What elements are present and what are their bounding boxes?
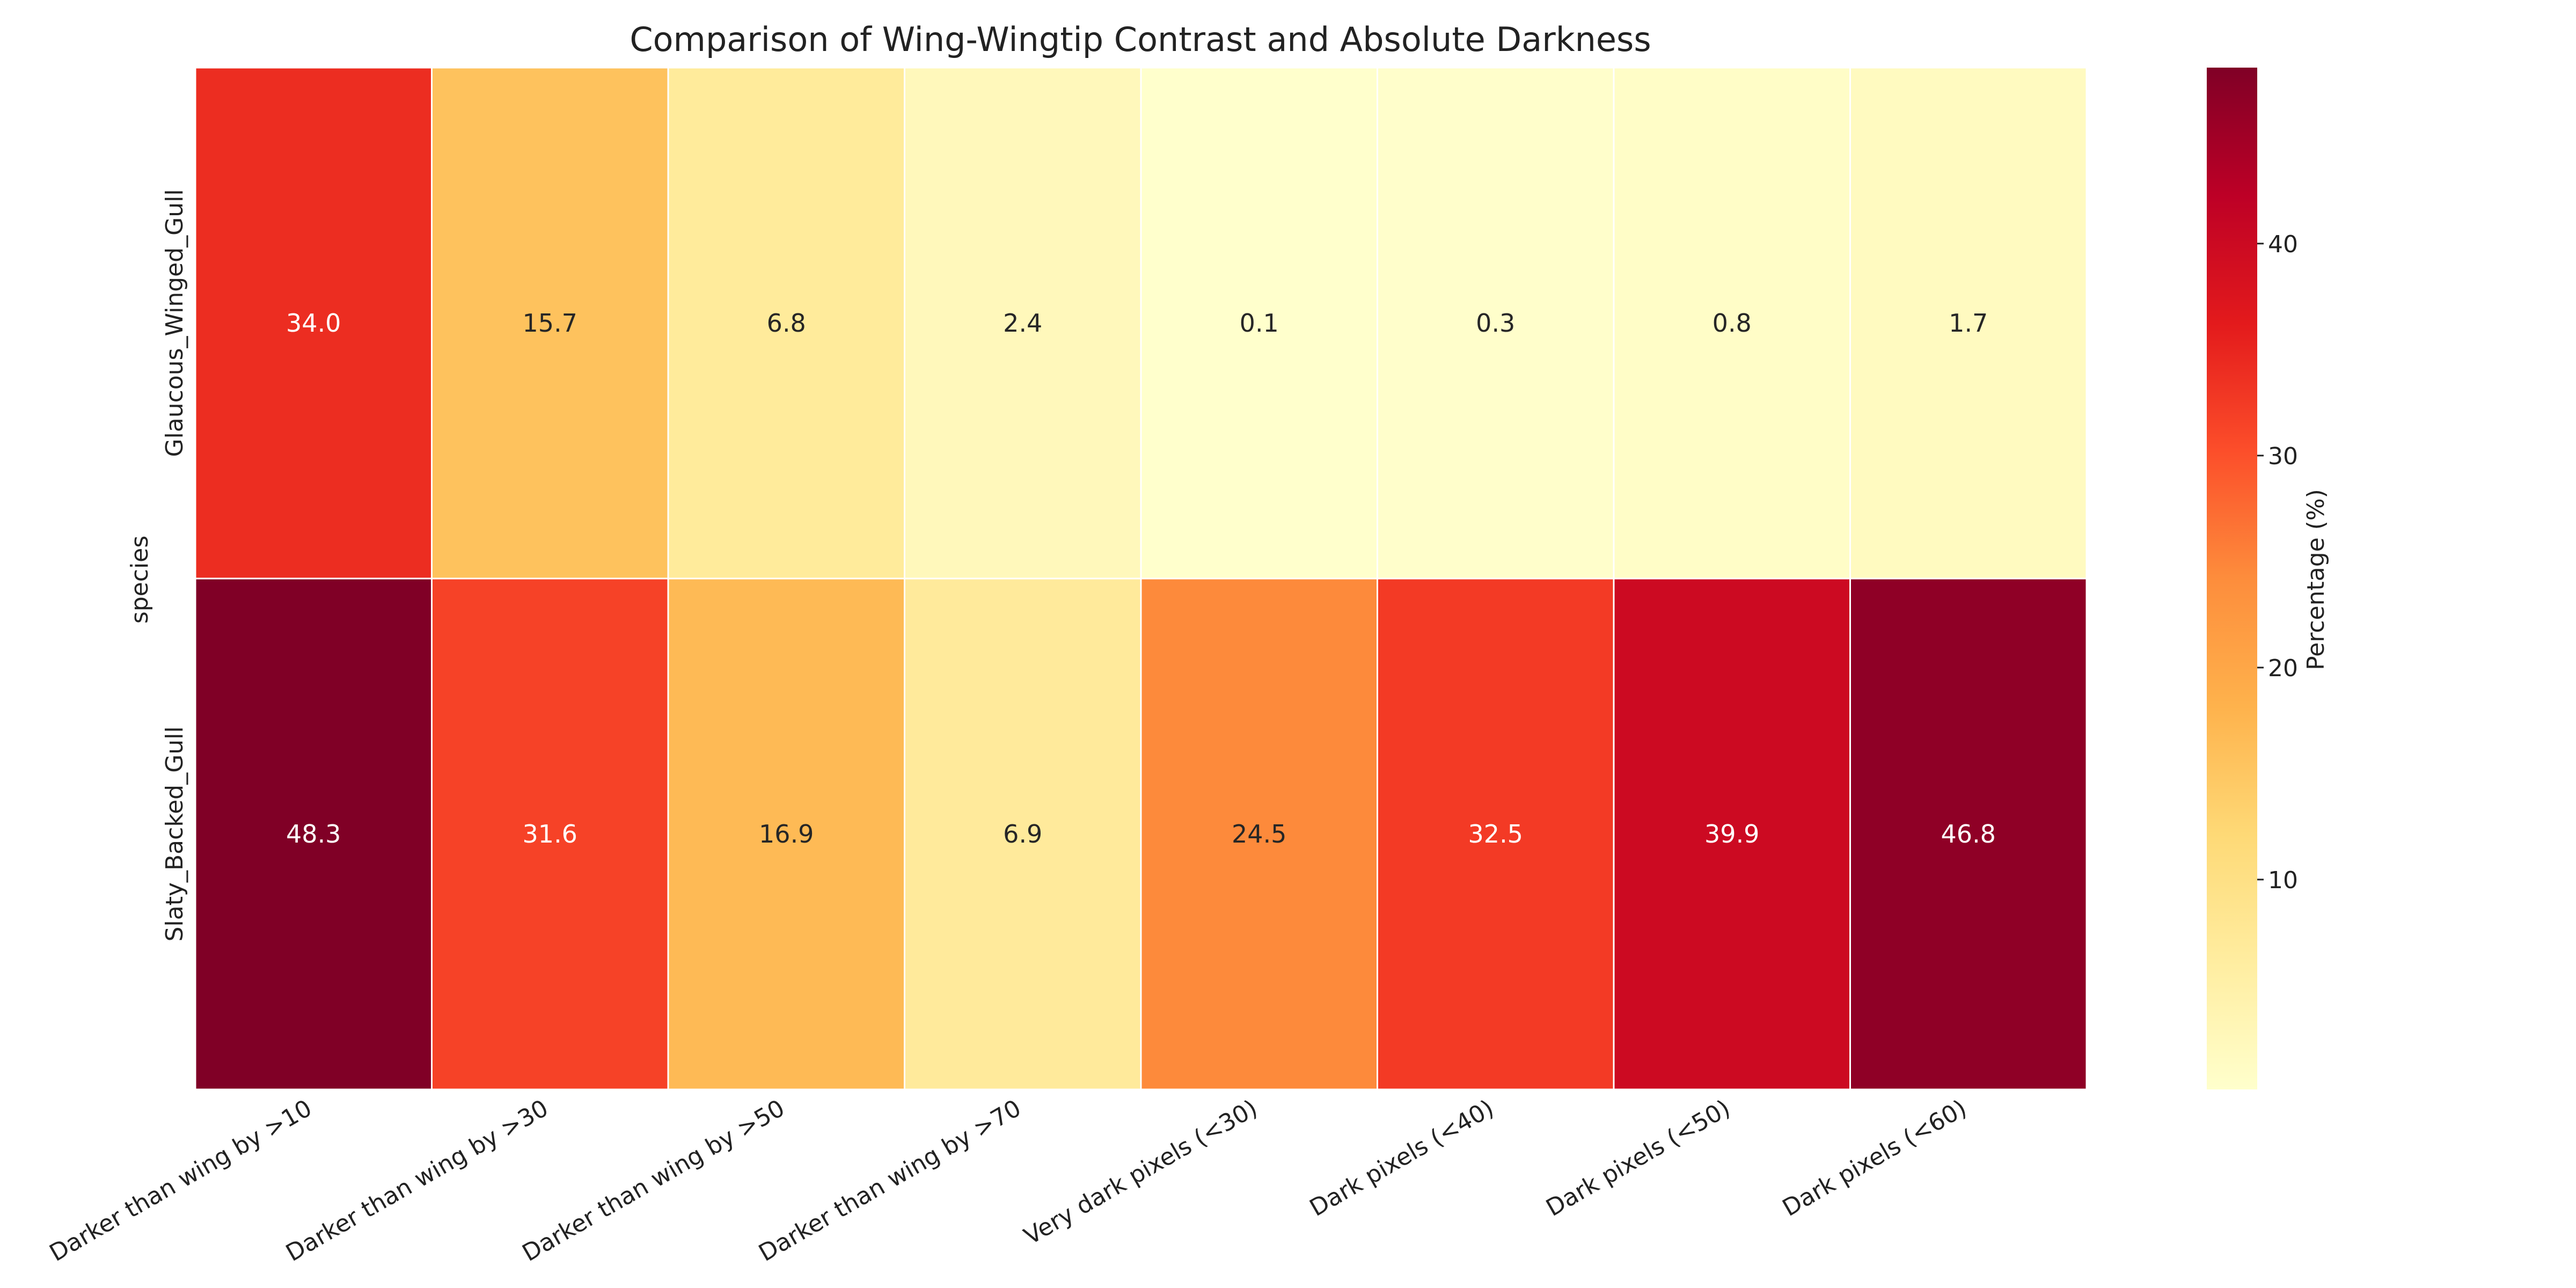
x-tick-label: Darker than wing by >30 (281, 1094, 553, 1267)
heatmap-cell (904, 67, 1142, 580)
heatmap-cell (1140, 67, 1378, 580)
heatmap-cell (194, 67, 433, 580)
cell-value-label: 0.3 (1476, 309, 1515, 338)
y-tick-label: Glaucous_Winged_Gull (161, 189, 188, 457)
heatmap-cell (431, 577, 669, 1091)
cell-value-label: 15.7 (523, 309, 577, 338)
cell-value-label: 6.8 (767, 309, 806, 338)
cell-value-label: 0.1 (1240, 309, 1279, 338)
cell-value-label: 16.9 (759, 819, 814, 848)
x-tick-label: Darker than wing by >70 (754, 1094, 1026, 1267)
heatmap-cell (1613, 67, 1851, 580)
heatmap-cell (1613, 577, 1851, 1091)
colorbar-tick-label: 40 (2268, 231, 2298, 258)
x-tick-label: Dark pixels (<60) (1778, 1094, 1971, 1221)
y-axis-tick-labels: Glaucous_Winged_Gull Slaty_Backed_Gull (161, 189, 188, 941)
y-tick-label: Slaty_Backed_Gull (161, 726, 188, 941)
cell-value-label: 2.4 (1003, 309, 1042, 338)
cell-value-label: 24.5 (1232, 819, 1286, 848)
colorbar (2207, 68, 2257, 1089)
heatmap-cell (904, 577, 1142, 1091)
colorbar-ticks: 10 20 30 40 (2257, 231, 2298, 894)
colorbar-label: Percentage (%) (2302, 489, 2330, 670)
heatmap-cell (1849, 577, 2088, 1091)
heatmap-cell (667, 67, 905, 580)
cell-value-label: 46.8 (1941, 819, 1996, 848)
cell-value-label: 0.8 (1713, 309, 1752, 338)
cell-value-label: 31.6 (523, 819, 577, 848)
heatmap-cell (194, 577, 433, 1091)
heatmap-cell (1377, 67, 1615, 580)
x-tick-label: Dark pixels (<50) (1541, 1094, 1735, 1221)
cell-value-label: 39.9 (1704, 819, 1759, 848)
x-tick-label: Darker than wing by >50 (518, 1094, 789, 1267)
x-tick-label: Darker than wing by >10 (45, 1094, 317, 1267)
x-tick-label: Very dark pixels (<30) (1020, 1094, 1262, 1250)
heatmap-cell (1849, 67, 2088, 580)
cell-value-label: 48.3 (286, 819, 341, 848)
y-axis-label: species (126, 536, 153, 624)
heatmap-cell (1140, 577, 1378, 1091)
heatmap-cell (431, 67, 669, 580)
colorbar-tick-label: 20 (2268, 655, 2298, 682)
cell-value-label: 6.9 (1003, 819, 1042, 848)
chart-title: Comparison of Wing-Wingtip Contrast and … (630, 20, 1651, 59)
cell-value-label: 1.7 (1949, 309, 1988, 338)
heatmap-cells (194, 67, 2088, 1091)
cell-value-label: 32.5 (1468, 819, 1523, 848)
x-tick-label: Dark pixels (<40) (1305, 1094, 1498, 1221)
heatmap-cell (1377, 577, 1615, 1091)
colorbar-tick-label: 10 (2268, 867, 2298, 894)
colorbar-tick-label: 30 (2268, 443, 2298, 470)
cell-value-label: 34.0 (286, 309, 341, 338)
heatmap-value-labels: 34.0 15.7 6.8 2.4 0.1 0.3 0.8 1.7 48.3 31.6 16.9 6.… (286, 309, 1996, 848)
